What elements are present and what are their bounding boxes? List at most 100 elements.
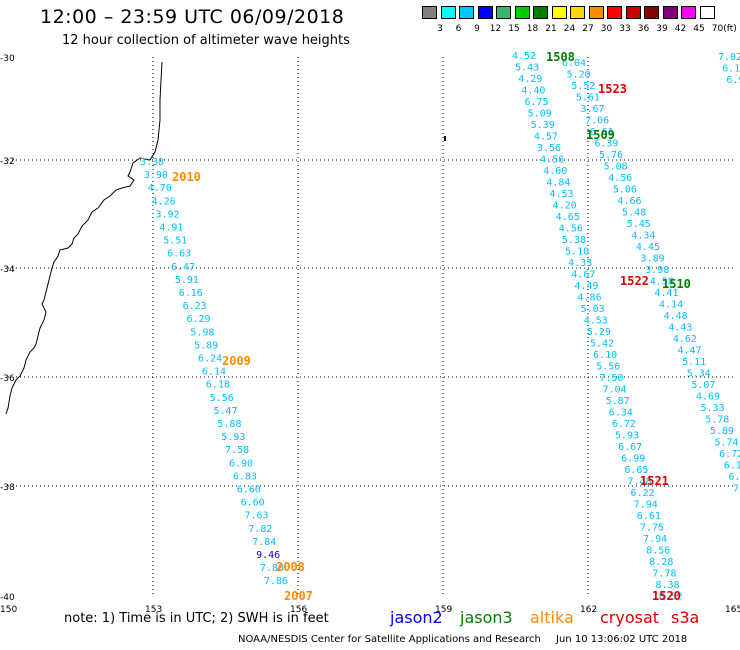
color-scale-label: 27: [582, 24, 594, 34]
latitude-label: -38: [0, 483, 15, 493]
wave-height-value: 5.61: [576, 93, 600, 104]
wave-height-value: 6.18: [206, 380, 230, 391]
wave-height-value: 4.48: [664, 311, 688, 322]
wave-height-value: 5.07: [691, 380, 715, 391]
color-scale-label: 39: [656, 24, 668, 34]
wave-height-value: 6.63: [167, 249, 191, 260]
color-scale-swatch: [422, 6, 437, 19]
wave-height-value: 7.94: [643, 534, 667, 545]
wave-height-value: 8.38: [656, 580, 680, 591]
wave-height-value: 5.45: [627, 219, 651, 230]
latitude-label: -36: [0, 374, 15, 384]
island-marker: [444, 136, 446, 141]
coastline: [5, 61, 163, 415]
pass-number-label: 1521: [640, 474, 669, 488]
wave-height-value: 6.29: [186, 314, 210, 325]
color-scale-label: 15: [508, 24, 520, 34]
color-scale-swatch: [570, 6, 585, 19]
wave-height-value: 4.91: [159, 223, 183, 234]
wave-height-value: 7.84: [252, 537, 276, 548]
wave-height-value: 7.06: [585, 116, 609, 127]
wave-height-value: 6.61: [590, 127, 614, 138]
wave-height-value: 4.65: [556, 212, 580, 223]
footer: NOAA/NESDIS Center for Satellite Applica…: [238, 634, 699, 645]
wave-height-value: 5.29: [587, 327, 611, 338]
color-scale-swatch: [699, 6, 715, 19]
wave-height-value: 6.90: [229, 458, 253, 469]
pass-number-label: 1522: [620, 274, 649, 288]
wave-height-value: 6.67: [618, 442, 642, 453]
wave-height-value: 5.43: [515, 63, 539, 74]
wave-height-value: 4.86: [578, 293, 602, 304]
wave-height-value: 5.88: [217, 419, 241, 430]
wave-height-value: 6.60: [241, 498, 265, 509]
color-scale-label: 24: [563, 24, 576, 34]
wave-height-value: 5.06: [613, 185, 637, 196]
wave-height-value: 5.89: [710, 426, 734, 437]
wave-height-value: 6.23: [183, 301, 207, 312]
color-scale-label: 36: [637, 24, 650, 34]
wave-height-value: 4.45: [636, 242, 660, 253]
wave-height-value: 5.52: [571, 81, 595, 92]
wave-height-value: 6.39: [594, 139, 618, 150]
footer-timestamp: Jun 10 13:06:02 UTC 2018: [556, 634, 688, 645]
pass-number-label: 2007: [284, 589, 313, 603]
color-scale-swatch: [477, 6, 493, 19]
color-scale-label: 12: [489, 24, 502, 34]
wave-height-value: 4.26: [152, 196, 176, 207]
wave-height-value: 5.93: [615, 431, 639, 442]
pass-number-label: 1520: [652, 589, 681, 603]
latitude-label: -40: [0, 593, 15, 603]
wave-height-value: 4.47: [678, 346, 702, 357]
wave-height-value: 6.60: [237, 485, 261, 496]
color-scale-label: 18: [526, 24, 539, 34]
wave-height-value: 4.33: [568, 258, 592, 269]
wave-height-value: 6.72: [719, 449, 740, 460]
wave-height-value: 5.39: [531, 120, 555, 131]
wave-height-value: 6.1: [722, 64, 740, 75]
color-scale-label: 6: [455, 24, 462, 34]
wave-height-value: 7.86: [264, 576, 288, 587]
wave-height-value: 5.10: [565, 247, 589, 258]
color-scale-label: 33: [619, 24, 631, 34]
wave-height-value: 6.65: [624, 465, 648, 476]
wave-height-value: 3.89: [641, 254, 665, 265]
wave-height-value: 5.47: [214, 406, 238, 417]
latitude-label: -32: [0, 157, 15, 167]
wave-height-value: 4.66: [617, 196, 641, 207]
wave-height-value: 7.02: [718, 52, 740, 63]
longitude-label: 153: [145, 605, 162, 615]
color-scale-label: 9: [474, 24, 480, 34]
wave-height-value: 6.16: [179, 288, 203, 299]
legend-altika: altika: [530, 608, 574, 627]
wave-height-value: 4.70: [148, 183, 172, 194]
wave-height-value: 6.34: [609, 408, 633, 419]
wave-height-value: 6.61: [637, 511, 661, 522]
wave-height-value: 5.56: [596, 362, 620, 373]
color-scale-swatch: [514, 6, 530, 19]
wave-height-value: 5.48: [622, 208, 646, 219]
wave-height-value: 5.93: [221, 432, 245, 443]
wave-height-value: 8.28: [649, 557, 673, 568]
color-scale-label: 30: [600, 24, 613, 34]
color-scale-label: 45: [693, 24, 705, 34]
wave-height-value: 5.89: [194, 340, 218, 351]
wave-height-value: 4.43: [668, 323, 692, 334]
wave-height-value: 6.99: [621, 454, 645, 465]
wave-height-value: 3.56: [537, 143, 561, 154]
wave-height-value: 4.56: [559, 224, 583, 235]
wave-height-value: 4.58: [650, 277, 674, 288]
wave-height-value: 8.56: [646, 546, 670, 557]
wave-height-value: 5.78: [705, 415, 729, 426]
wave-height-value: 7.94: [634, 500, 658, 511]
wave-height-value: 5.38: [562, 235, 586, 246]
longitude-label: 165: [725, 605, 740, 615]
wave-height-value: 3.90: [144, 170, 168, 181]
wave-height-value: 6.13: [724, 461, 740, 472]
wave-height-value: 7.75: [640, 523, 664, 534]
color-scale-swatch: [551, 6, 567, 19]
wave-height-value: 5.33: [701, 403, 725, 414]
color-scale-unit: (ft): [723, 24, 737, 34]
pass-number-label: 1509: [586, 128, 615, 142]
wave-height-value: 8.52: [659, 592, 683, 603]
